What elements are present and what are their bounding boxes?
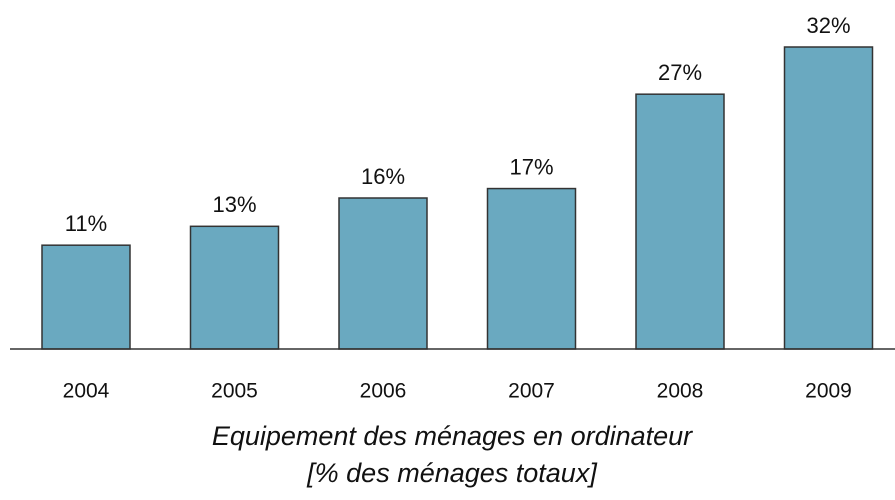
bar xyxy=(41,244,131,350)
x-tick-label: 2004 xyxy=(63,380,110,403)
data-label: 32% xyxy=(806,13,850,38)
data-label: 13% xyxy=(212,192,256,217)
data-label: 16% xyxy=(361,164,405,189)
x-tick-label: 2006 xyxy=(360,380,407,403)
data-label: 27% xyxy=(658,60,702,85)
x-tick-label: 2009 xyxy=(805,380,852,403)
data-label: 17% xyxy=(509,154,553,179)
chart-title: Equipement des ménages en ordinateur xyxy=(212,421,693,451)
chart-subtitle: [% des ménages totaux] xyxy=(306,458,598,488)
bar xyxy=(783,46,874,350)
bar xyxy=(486,187,577,350)
bar xyxy=(189,225,280,350)
data-label: 11% xyxy=(65,211,107,236)
bar xyxy=(635,93,725,350)
x-tick-label: 2007 xyxy=(508,380,555,403)
x-tick-label: 2005 xyxy=(211,380,258,403)
x-tick-label: 2008 xyxy=(657,380,704,403)
bar xyxy=(338,197,428,350)
